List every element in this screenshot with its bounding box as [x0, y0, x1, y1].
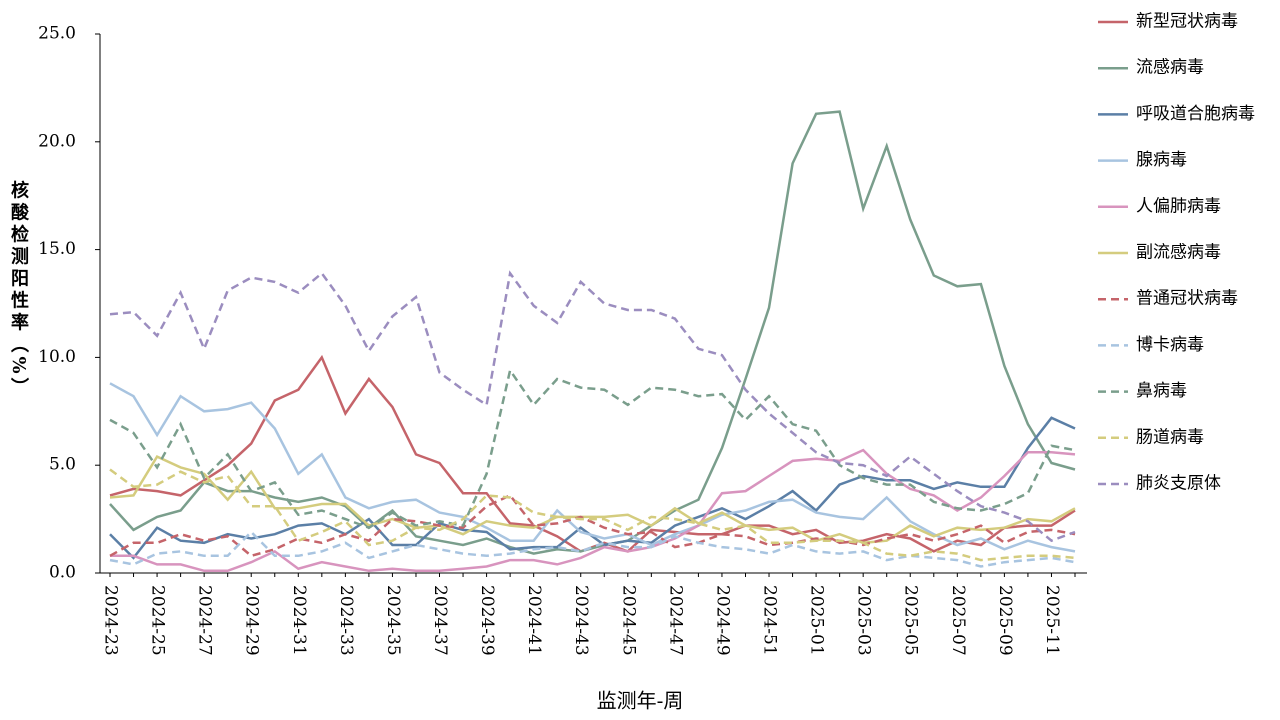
x-tick-label: 2025-11 — [1042, 585, 1062, 656]
x-tick-label: 2025-05 — [901, 585, 921, 656]
y-tick-label: 10.0 — [38, 347, 76, 367]
legend-label: 流感病毒 — [1136, 58, 1204, 78]
x-tick-label: 2025-07 — [948, 585, 968, 656]
legend-label: 人偏肺病毒 — [1136, 196, 1221, 216]
x-tick-label: 2024-31 — [289, 585, 309, 656]
series-line — [109, 270, 1076, 543]
series-line — [109, 468, 1076, 562]
y-tick-label: 0.0 — [49, 563, 76, 583]
series-line — [109, 367, 1076, 530]
legend-label: 博卡病毒 — [1136, 335, 1204, 355]
x-tick-label: 2024-23 — [101, 585, 121, 656]
x-tick-label: 2024-45 — [618, 585, 638, 656]
x-tick-label: 2025-03 — [854, 585, 874, 656]
y-tick-label: 5.0 — [49, 455, 76, 475]
legend-label: 呼吸道合胞病毒 — [1136, 104, 1255, 124]
x-tick-label: 2024-37 — [430, 585, 450, 656]
legend-label: 腺病毒 — [1136, 150, 1187, 170]
legend-label: 肺炎支原体 — [1136, 474, 1221, 494]
y-tick-label: 20.0 — [38, 131, 76, 151]
series-line — [109, 454, 1076, 545]
legend-label: 新型冠状病毒 — [1136, 12, 1238, 32]
x-tick-label: 2024-35 — [383, 585, 403, 656]
x-tick-label: 2024-43 — [571, 585, 591, 656]
legend-label: 鼻病毒 — [1136, 381, 1187, 401]
x-tick-label: 2025-09 — [995, 585, 1015, 656]
x-tick-label: 2025-01 — [807, 585, 827, 656]
x-axis-title: 监测年-周 — [597, 689, 684, 713]
y-tick-label: 15.0 — [38, 239, 76, 259]
series-line — [109, 110, 1076, 555]
legend-label: 肠道病毒 — [1136, 427, 1204, 447]
x-tick-label: 2024-39 — [477, 585, 497, 656]
y-axis-title: 核酸检测阳性率（%） — [8, 179, 29, 399]
x-tick-label: 2024-51 — [760, 585, 780, 656]
x-tick-label: 2024-47 — [665, 585, 685, 656]
x-tick-label: 2024-27 — [195, 585, 215, 656]
legend-label: 普通冠状病毒 — [1136, 289, 1238, 309]
y-tick-label: 25.0 — [38, 24, 76, 44]
x-tick-label: 2024-49 — [712, 585, 732, 656]
x-tick-label: 2024-25 — [148, 585, 168, 656]
series-line — [109, 382, 1076, 553]
series-line — [109, 493, 1076, 558]
legend-label: 副流感病毒 — [1136, 243, 1221, 263]
x-tick-label: 2024-29 — [242, 585, 262, 656]
x-tick-label: 2024-33 — [336, 585, 356, 656]
x-tick-label: 2024-41 — [524, 585, 544, 656]
